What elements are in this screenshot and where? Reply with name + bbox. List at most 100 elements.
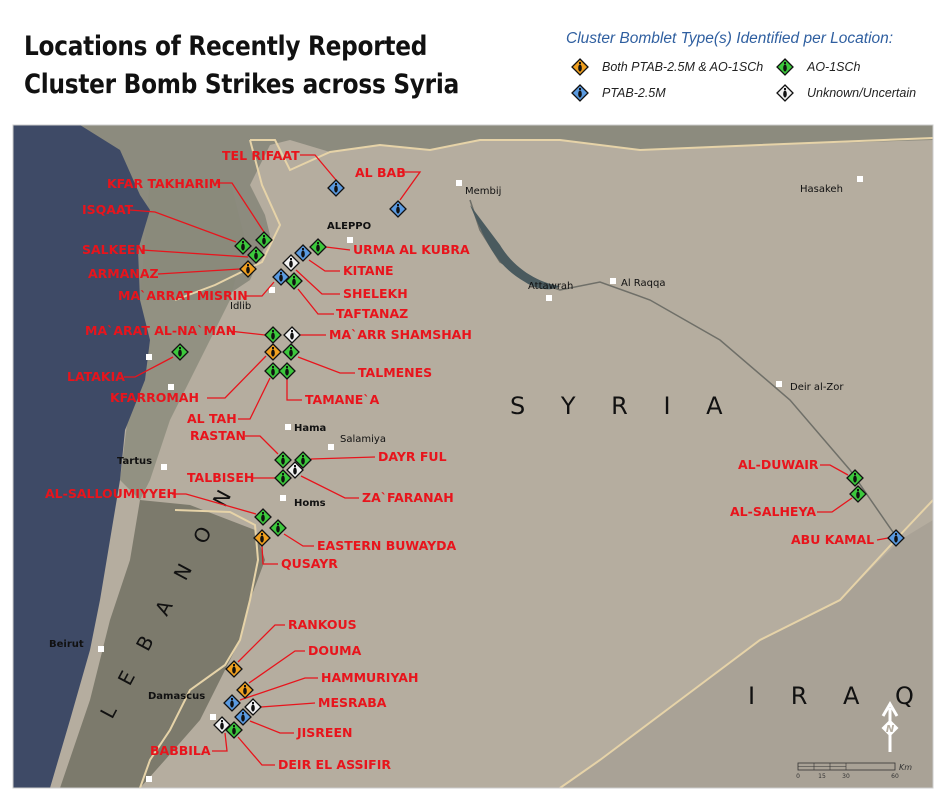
strike-marker-ptab <box>327 179 345 197</box>
city-label: Beirut <box>49 639 84 650</box>
leader-line <box>248 650 305 684</box>
city-label: Membij <box>465 186 501 197</box>
strike-marker-unknown <box>283 326 301 344</box>
strike-marker-both <box>236 681 254 699</box>
leader-lines <box>124 154 889 766</box>
leader-line <box>207 355 267 399</box>
location-label: AL BAB <box>355 165 406 180</box>
legend-label: Unknown/Uncertain <box>807 86 917 100</box>
leader-line <box>325 246 351 251</box>
strike-marker-both <box>264 343 282 361</box>
legend-item-unknown: Unknown/Uncertain <box>775 83 935 103</box>
city-dot <box>328 444 334 450</box>
city-dot <box>347 237 353 243</box>
border-hatay <box>174 139 282 301</box>
location-label: ARMANAZ <box>88 266 159 281</box>
strike-markers <box>171 179 905 739</box>
bomblet-ao-icon <box>776 58 794 76</box>
leader-line <box>129 209 237 243</box>
leader-line <box>212 732 228 752</box>
strike-marker-unknown <box>282 254 300 272</box>
strike-marker-ao <box>846 469 864 487</box>
location-label: DAYR FUL <box>378 449 447 464</box>
location-label: AL-DUWAIR <box>738 457 819 472</box>
leader-line <box>300 154 337 181</box>
location-label: JISREEN <box>296 725 352 740</box>
city-dot <box>776 381 782 387</box>
strike-marker-ao <box>247 246 265 264</box>
leader-line <box>217 182 265 233</box>
leader-line <box>238 377 271 420</box>
city-dot <box>857 176 863 182</box>
town-dot <box>168 384 174 390</box>
scale-tick: 0 <box>796 773 800 780</box>
location-label: RASTAN <box>190 428 246 443</box>
town-dot <box>146 354 152 360</box>
location-label: ISQAAT <box>82 202 134 217</box>
city-label: Hama <box>294 423 326 434</box>
map-title-line1: Locations of Recently Reported <box>24 31 428 62</box>
country-label-iraq: I R A Q <box>748 682 928 710</box>
strike-marker-ao <box>269 519 287 537</box>
scale-unit: Km <box>899 763 912 772</box>
strike-marker-ao <box>264 362 282 380</box>
location-label: MA`ARAT AL-NA`MAN <box>85 323 236 338</box>
location-label: MA`ARR SHAMSHAH <box>329 327 472 342</box>
north-arrow: N <box>881 701 899 752</box>
legend-title: Cluster Bomblet Type(s) Identified per L… <box>566 30 894 47</box>
legend-label: PTAB-2.5M <box>602 86 666 100</box>
location-label: QUSAYR <box>281 556 338 571</box>
city-dot <box>161 464 167 470</box>
strike-marker-both <box>225 660 243 678</box>
leader-line <box>817 497 853 513</box>
strike-marker-ptab <box>272 268 290 286</box>
location-label: MA`ARRAT MISRIN <box>118 288 248 303</box>
leader-line <box>308 259 340 272</box>
city-label: Hasakeh <box>800 184 843 195</box>
leader-line <box>261 545 278 565</box>
leader-line <box>283 533 314 547</box>
strike-marker-unknown <box>286 461 304 479</box>
city-label: Homs <box>294 498 326 509</box>
leader-line <box>295 269 340 295</box>
bomblet-marker <box>571 58 589 76</box>
strike-marker-ptab <box>294 244 312 262</box>
bomblet-unknown-icon <box>776 84 794 102</box>
leader-line <box>399 171 422 201</box>
location-label: ZA`FARANAH <box>362 490 454 505</box>
bomblet-marker <box>776 84 794 102</box>
leader-line <box>286 379 302 401</box>
strike-marker-ao <box>264 326 282 344</box>
location-label: SALKEEN <box>82 242 146 257</box>
strike-marker-ptab <box>223 694 241 712</box>
legend: Cluster Bomblet Type(s) Identified per L… <box>566 30 936 103</box>
scale-tick: 60 <box>891 773 899 780</box>
city-label: Damascus <box>148 691 205 702</box>
scale-tick: 30 <box>842 773 850 780</box>
legend-items: Both PTAB-2.5M & AO-1SCh AO-1SCh PTAB-2.5M… <box>570 57 936 103</box>
location-label: URMA AL KUBRA <box>353 242 470 257</box>
city-labels: ALEPPO Membij Hasakeh Attawrah Al Raqqa Deir … <box>49 176 863 782</box>
scale-bar: 0 15 30 60 Km <box>796 762 912 780</box>
city-label: Attawrah <box>528 281 573 292</box>
leader-line <box>297 356 355 374</box>
bomblet-marker <box>571 84 589 102</box>
city-label: Tartus <box>117 456 152 467</box>
strike-marker-ptab <box>389 200 407 218</box>
leader-line <box>245 281 275 297</box>
strike-marker-unknown <box>244 698 262 716</box>
strike-marker-ao <box>309 238 327 256</box>
location-label: RANKOUS <box>288 617 357 632</box>
city-dot <box>210 714 216 720</box>
city-label: Salamiya <box>340 434 386 445</box>
location-label: AL-SALLOUMIYYEH <box>45 486 177 501</box>
coastal-mountains <box>120 180 245 500</box>
border-turkey <box>250 137 933 172</box>
location-label: HAMMURIYAH <box>321 670 418 685</box>
strike-marker-ao <box>285 272 303 290</box>
location-label: TALBISEH <box>187 470 254 485</box>
location-label: LATAKIA <box>67 369 125 384</box>
leader-line <box>172 493 257 515</box>
location-label: KFAR TAKHARIM <box>107 176 221 191</box>
